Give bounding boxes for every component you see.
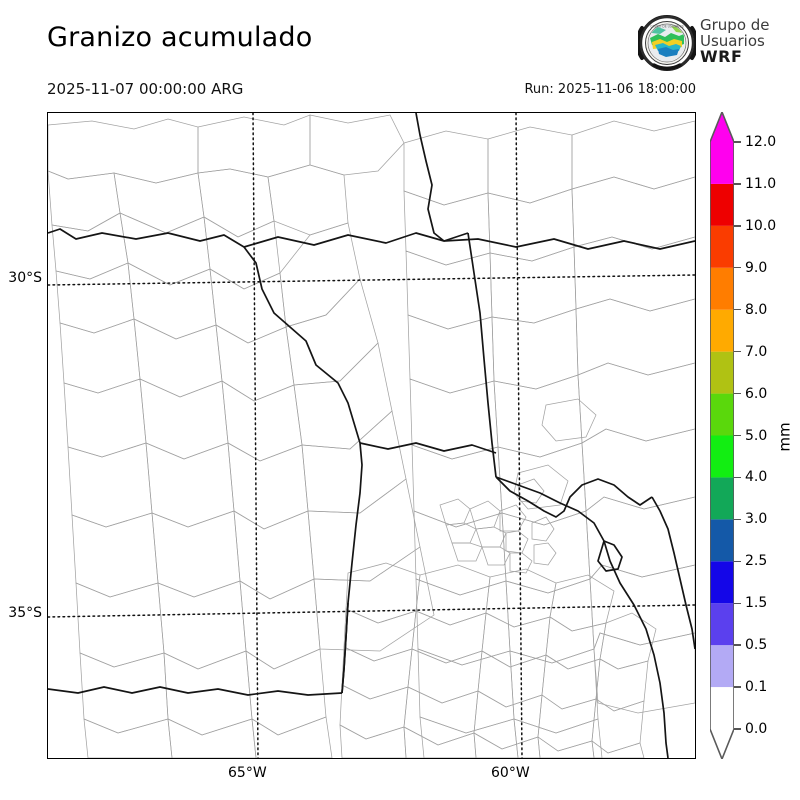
colorbar-tick-label: 7.0 — [745, 343, 768, 360]
colorbar-tick-label: 5.0 — [745, 427, 768, 444]
colorbar-tick — [734, 141, 741, 143]
colorbar-tick — [734, 225, 741, 227]
colorbar-tick — [734, 602, 741, 604]
colorbar-tick — [734, 267, 741, 269]
x-tick-label-65w: 65°W — [228, 765, 267, 781]
colorbar-tick-label: 9.0 — [745, 259, 768, 276]
colorbar-tick-label: 11.0 — [745, 175, 777, 192]
logo-line-2: Usuarios — [700, 32, 765, 50]
page-title: Granizo acumulado — [47, 22, 313, 53]
colorbar-tick — [734, 309, 741, 311]
colorbar-tick-label: 8.0 — [745, 301, 768, 318]
colorbar-tick-label: 2.5 — [745, 553, 768, 570]
colorbar-tick-label: 12.0 — [745, 134, 777, 150]
logo-line-3: WRF — [700, 47, 743, 66]
y-tick-label-30s: 30°S — [8, 270, 42, 286]
colorbar-tick-label: 4.0 — [745, 469, 768, 486]
valid-time-label: 2025-11-07 00:00:00 ARG — [47, 80, 244, 98]
colorbar-tick — [734, 728, 741, 730]
colorbar-tick — [734, 350, 741, 353]
colorbar-tick — [734, 686, 741, 688]
x-tick-label-60w: 60°W — [491, 765, 530, 781]
y-tick-label-35s: 35°S — [8, 605, 42, 621]
colorbar-tick — [734, 476, 741, 479]
colorbar-tick — [734, 560, 741, 562]
map-plot-area[interactable] — [47, 112, 696, 759]
colorbar-tick-label: 6.0 — [745, 385, 768, 402]
colorbar-tick — [734, 434, 741, 437]
logo: GRUPO DE USUARIOS Grupo de Usuarios WRF — [638, 14, 796, 74]
colorbar-tick — [734, 518, 741, 521]
colorbar-tick-label: 3.0 — [745, 511, 768, 528]
run-time-label: Run: 2025-11-06 18:00:00 — [524, 82, 696, 97]
colorbar-tick-label: 0.0 — [745, 721, 768, 737]
graticule-lines — [48, 113, 695, 758]
colorbar-gradient — [710, 112, 734, 759]
colorbar-tick-label: 0.5 — [745, 637, 768, 654]
map-vector-layer — [48, 113, 695, 758]
logo-line-1: Grupo de — [700, 16, 770, 34]
colorbar-tick — [734, 644, 741, 646]
province-boundaries — [48, 113, 695, 758]
colorbar-tick-label: 1.5 — [745, 595, 768, 612]
colorbar-unit-label: mm — [775, 422, 794, 452]
colorbar-tick — [734, 392, 741, 395]
globe-emblem-icon: GRUPO DE USUARIOS — [638, 15, 696, 71]
department-boundaries — [48, 114, 695, 758]
colorbar-tick-label: 0.1 — [745, 679, 768, 696]
svg-text:GRUPO DE USUARIOS: GRUPO DE USUARIOS — [650, 24, 684, 28]
colorbar[interactable]: 12.0 11.0 10.0 9.0 8.0 7.0 6.0 5.0 4.0 3.0 2.5 1.5 0… — [710, 112, 776, 759]
colorbar-tick — [734, 183, 741, 185]
colorbar-tick-label: 10.0 — [745, 217, 777, 234]
